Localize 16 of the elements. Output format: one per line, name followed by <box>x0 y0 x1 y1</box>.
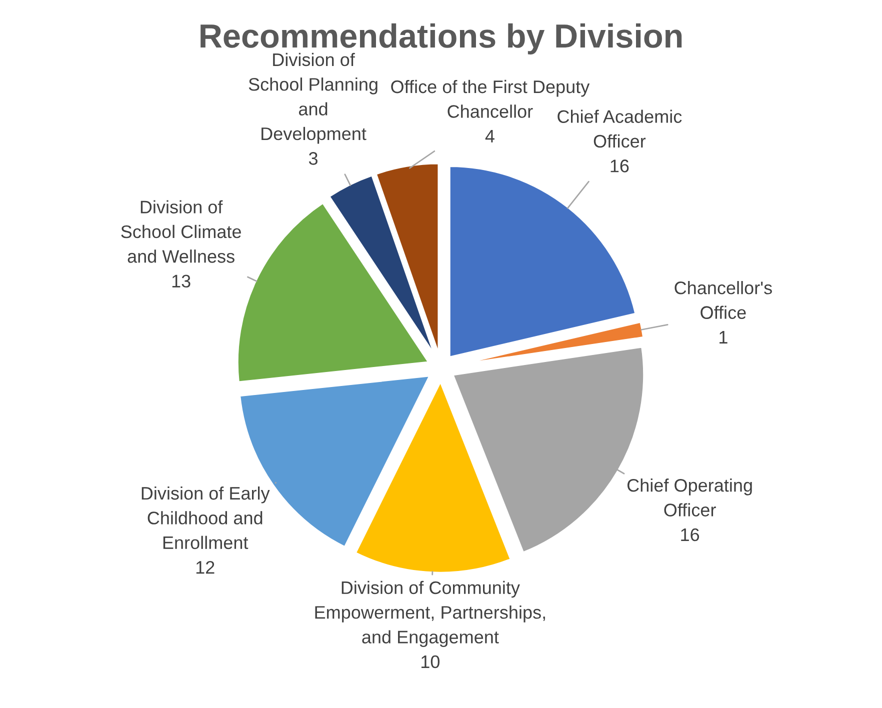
data-label: 13 <box>172 274 190 288</box>
slice-label: Division of Early Childhood and Enrollment <box>142 486 270 550</box>
slice-label: Division of Community Empowerment, Partnerships, and Engagement <box>315 580 545 648</box>
data-label: 16 <box>681 528 700 542</box>
data-label: 3 <box>308 152 318 165</box>
slice-label: Chief Operating Officer <box>627 478 752 516</box>
slice-label: Chancellor's Office <box>674 281 772 319</box>
data-label: 16 <box>610 160 629 172</box>
data-label: 10 <box>422 655 440 668</box>
data-label: 4 <box>485 130 494 142</box>
data-label: 12 <box>196 560 214 574</box>
slice-label: Chief Academic Officer <box>558 110 682 148</box>
data-label: 1 <box>720 331 728 344</box>
slice-label: Division of School Climate and Wellness <box>121 200 241 263</box>
slice-label: Division of School Planning and Development <box>248 52 378 144</box>
chart-title: Recommendations by Division <box>200 23 682 54</box>
